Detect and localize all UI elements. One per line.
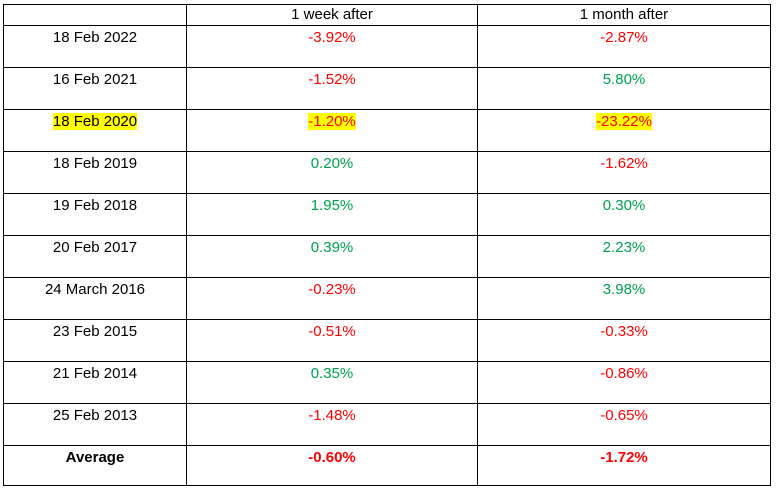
header-date [3,4,187,26]
average-row: Average -0.60% -1.72% [3,445,771,486]
month-change-cell: -1.62% [600,155,648,172]
date-cell: 16 Feb 2021 [52,71,138,88]
table-row: 18 Feb 2019 0.20% -1.62% [3,151,771,194]
week-change-cell: -3.92% [308,29,356,46]
table-row: 23 Feb 2015 -0.51% -0.33% [3,319,771,362]
table-row: 25 Feb 2013 -1.48% -0.65% [3,403,771,446]
average-label: Average [65,449,125,466]
table-row: 19 Feb 2018 1.95% 0.30% [3,193,771,236]
date-cell: 21 Feb 2014 [52,365,138,382]
month-change-cell: 2.23% [602,239,646,256]
date-cell: 19 Feb 2018 [52,197,138,214]
week-change-cell: -0.23% [308,281,356,298]
week-change-cell: -1.52% [308,71,356,88]
date-cell: 25 Feb 2013 [52,407,138,424]
month-change-cell: -0.86% [600,365,648,382]
table-row-highlighted: 18 Feb 2020 -1.20% -23.22% [3,109,771,152]
week-change-cell: -1.48% [308,407,356,424]
date-cell: 18 Feb 2022 [52,29,138,46]
week-change-cell: 0.20% [310,155,354,172]
month-change-cell: 3.98% [602,281,646,298]
date-cell: 20 Feb 2017 [52,239,138,256]
month-change-cell: -0.65% [600,407,648,424]
date-cell: 18 Feb 2020 [52,113,138,130]
table-row: 21 Feb 2014 0.35% -0.86% [3,361,771,404]
week-change-cell: -1.20% [308,113,356,130]
date-cell: 23 Feb 2015 [52,323,138,340]
average-month-change: -1.72% [600,449,648,466]
average-week-change: -0.60% [308,449,356,466]
week-change-cell: -0.51% [308,323,356,340]
returns-table: 1 week after 1 month after 18 Feb 2022 -… [3,4,771,486]
table-row: 24 March 2016 -0.23% 3.98% [3,277,771,320]
month-change-cell: 0.30% [602,197,646,214]
header-row: 1 week after 1 month after [3,4,771,26]
table-row: 18 Feb 2022 -3.92% -2.87% [3,25,771,68]
month-change-cell: 5.80% [602,71,646,88]
week-change-cell: 1.95% [310,197,354,214]
week-change-cell: 0.35% [310,365,354,382]
header-month-after: 1 month after [477,4,771,26]
week-change-cell: 0.39% [310,239,354,256]
date-cell: 18 Feb 2019 [52,155,138,172]
month-change-cell: -23.22% [596,113,652,130]
table-row: 20 Feb 2017 0.39% 2.23% [3,235,771,278]
table-row: 16 Feb 2021 -1.52% 5.80% [3,67,771,110]
header-week-after: 1 week after [186,4,478,26]
date-cell: 24 March 2016 [44,281,146,298]
month-change-cell: -2.87% [600,29,648,46]
month-change-cell: -0.33% [600,323,648,340]
